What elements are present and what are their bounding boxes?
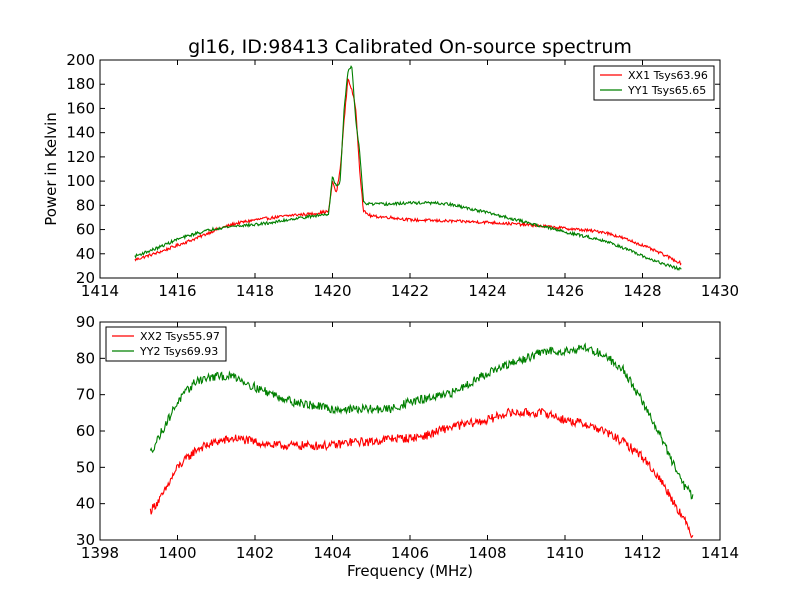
bottom-legend-label-yy2: YY2 Tsys69.93 [139, 345, 218, 358]
top-ytick-label-3: 80 [76, 196, 95, 214]
bottom-ytick-label-6: 90 [76, 313, 95, 331]
bottom-legend-label-xx2: XX2 Tsys55.97 [140, 330, 220, 343]
top-xtick-label-6: 1426 [546, 282, 584, 300]
bottom-ytick-label-3: 60 [76, 422, 95, 440]
bottom-xtick-label-8: 1414 [701, 544, 739, 562]
bottom-xtick-label-7: 1412 [623, 544, 661, 562]
top-xtick-label-0: 1414 [81, 282, 119, 300]
top-chart: gl16, ID:98413 Calibrated On-source spec… [42, 36, 739, 300]
bottom-ytick-label-0: 30 [76, 531, 95, 549]
top-ytick-label-5: 120 [66, 148, 95, 166]
bottom-chart: Frequency (MHz) 1398 1400 1402 1404 1406 1408… [76, 313, 739, 580]
bottom-xtick-label-5: 1408 [468, 544, 506, 562]
bottom-legend-box [105, 326, 227, 362]
bottom-xtick-label-0: 1398 [81, 544, 119, 562]
top-ytick-label-7: 160 [66, 99, 95, 117]
bottom-chart-frame [99, 321, 721, 541]
top-chart-ylabel: Power in Kelvin [42, 112, 60, 226]
top-chart-title: gl16, ID:98413 Calibrated On-source spec… [188, 36, 632, 58]
top-xtick-label-2: 1418 [236, 282, 274, 300]
top-xtick-label-4: 1422 [391, 282, 429, 300]
bottom-legend: XX2 Tsys55.97 YY2 Tsys69.93 [105, 326, 227, 362]
bottom-ytick-label-4: 70 [76, 386, 95, 404]
bottom-xtick-label-6: 1410 [546, 544, 584, 562]
bottom-chart-xlabel: Frequency (MHz) [347, 562, 473, 580]
top-tick-group: 1414 1416 1418 1420 1422 1424 1426 1428 1430 20 40… [66, 51, 739, 300]
top-series-line-2 [134, 65, 682, 272]
bottom-ytick-label-2: 50 [76, 458, 95, 476]
bottom-series-group [149, 342, 694, 539]
top-xtick-label-8: 1430 [701, 282, 739, 300]
bottom-xtick-label-2: 1402 [236, 544, 274, 562]
bottom-tick-group: 1398 1400 1402 1404 1406 1408 1410 1412 1414 30 40… [76, 313, 739, 562]
top-xtick-label-7: 1428 [623, 282, 661, 300]
top-series-group [134, 65, 682, 272]
top-xtick-label-1: 1416 [158, 282, 196, 300]
bottom-series-line-1 [149, 407, 694, 539]
top-ytick-label-8: 180 [66, 75, 95, 93]
bottom-ytick-label-1: 40 [76, 495, 95, 513]
top-ytick-label-1: 40 [76, 245, 95, 263]
top-xtick-label-5: 1424 [468, 282, 506, 300]
bottom-xtick-label-1: 1400 [158, 544, 196, 562]
top-legend-label-yy1: YY1 Tsys65.65 [627, 84, 706, 97]
top-xtick-label-3: 1420 [313, 282, 351, 300]
top-ytick-label-0: 20 [76, 269, 95, 287]
bottom-series-line-2 [149, 342, 694, 500]
bottom-ytick-label-5: 80 [76, 349, 95, 367]
top-ytick-label-4: 100 [66, 172, 95, 190]
bottom-xtick-label-3: 1404 [313, 544, 351, 562]
bottom-xtick-label-4: 1406 [391, 544, 429, 562]
top-legend: XX1 Tsys63.96 YY1 Tsys65.65 [593, 65, 715, 101]
top-chart-frame [99, 59, 721, 279]
top-ytick-label-6: 140 [66, 124, 95, 142]
top-legend-label-xx1: XX1 Tsys63.96 [628, 69, 708, 82]
top-ytick-label-9: 200 [66, 51, 95, 69]
top-legend-box [593, 65, 715, 101]
top-ytick-label-2: 60 [76, 221, 95, 239]
